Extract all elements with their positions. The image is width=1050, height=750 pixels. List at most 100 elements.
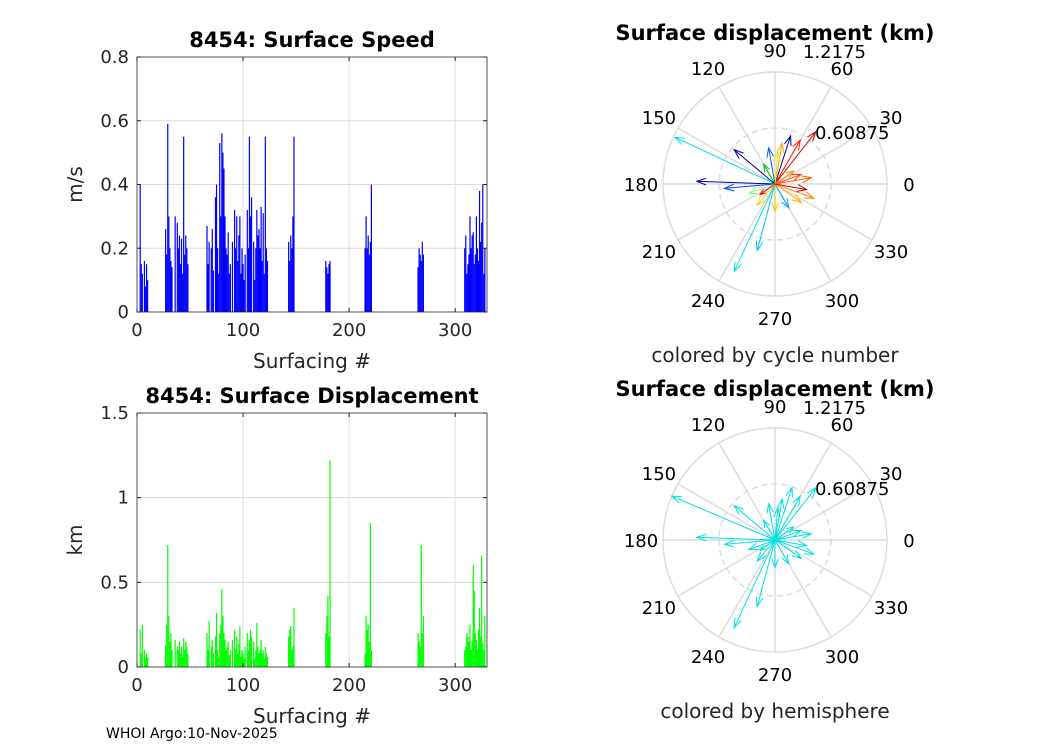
speed-bar <box>259 248 261 312</box>
displacement-bar <box>481 555 483 667</box>
speed-bar <box>366 248 368 312</box>
speed-bar <box>237 261 239 312</box>
displacement-bar <box>476 650 479 667</box>
displacement-bar <box>266 656 269 667</box>
polar_hemisphere-angle-label: 180 <box>624 531 658 552</box>
speed-bar <box>288 241 290 312</box>
displacement-bar <box>144 658 147 667</box>
polar_hemisphere-arrow <box>774 533 812 541</box>
displacement-bar <box>223 633 225 667</box>
displacement-bar <box>475 639 477 667</box>
displacement-bar <box>140 653 142 667</box>
polar_cycle-angle-label: 210 <box>642 242 676 263</box>
speed-bar <box>368 254 370 312</box>
speed-bar <box>421 241 423 312</box>
displacement-bar <box>227 641 229 667</box>
speed-bar <box>289 261 291 312</box>
displacement-bar <box>228 655 230 667</box>
displacement-bar <box>246 633 248 667</box>
polar_hemisphere-arrow-head <box>781 554 790 566</box>
polar_cycle-arrow-head <box>762 162 770 173</box>
displacement-bar <box>226 646 228 667</box>
displacement-bar <box>366 629 368 667</box>
speed-bar <box>224 216 226 312</box>
speed-bar <box>242 264 244 312</box>
speed-bar <box>261 261 263 312</box>
displacement-xtick-label: 300 <box>438 675 472 696</box>
speed-bar <box>166 254 168 312</box>
speed-bar <box>243 280 245 312</box>
polar_cycle-angle-label: 30 <box>880 108 903 129</box>
speed-bar <box>182 273 184 312</box>
speed-bar <box>225 248 227 312</box>
speed-ytick-label: 0.2 <box>100 238 129 259</box>
polar_cycle-arrow-head <box>755 240 764 253</box>
displacement-bar <box>472 565 474 667</box>
displacement-bar <box>265 653 267 667</box>
polar_hemisphere-arrow <box>733 539 776 628</box>
speed-bar <box>369 241 371 312</box>
polar_hemisphere-arrow-head <box>756 551 766 563</box>
displacement-bar <box>210 646 212 667</box>
speed-bar <box>233 210 236 312</box>
speed-bar <box>178 235 181 312</box>
displacement-bar <box>468 641 470 667</box>
displacement-bar <box>259 650 261 667</box>
displacement-bar <box>369 523 371 667</box>
polar_cycle-rtick-label: 0.60875 <box>815 123 889 144</box>
speed-chart: 0 0.2 0.4 0.6 0.8 0 100 200 300 8454: Surface Spe… <box>63 28 488 373</box>
speed-bar <box>226 254 228 312</box>
speed-bar <box>472 232 474 312</box>
polar_hemisphere-spoke <box>677 539 776 597</box>
speed-bar <box>464 248 466 312</box>
polar_hemisphere-arrow <box>768 503 776 541</box>
displacement-bar <box>168 616 170 667</box>
displacement-bar <box>185 641 187 667</box>
speed-bar <box>206 225 208 312</box>
polar_cycle-arrow-head <box>781 198 790 210</box>
polar_cycle-arrow <box>748 183 776 194</box>
polar_hemisphere-angle-label: 120 <box>691 415 725 436</box>
speed-bar <box>293 136 295 312</box>
displacement-bar <box>291 650 293 667</box>
polar_hemisphere-arrow-head <box>762 518 770 529</box>
polar_hemisphere-arrow-head <box>773 506 781 518</box>
displacement-bar <box>260 639 262 667</box>
displacement-bar <box>224 639 226 667</box>
speed-bar <box>174 216 176 312</box>
displacement-bar <box>211 639 213 667</box>
speed-bar <box>214 197 217 312</box>
displacement-bar <box>290 626 292 667</box>
polar_hemisphere-angle-label: 270 <box>758 665 792 686</box>
displacement-bar <box>328 636 330 667</box>
displacement-bar <box>480 636 482 667</box>
displacement-bar <box>368 641 370 667</box>
polar_cycle-arrow-head <box>747 186 759 194</box>
speed-bar <box>218 273 220 312</box>
displacement-bar <box>208 621 210 667</box>
polar_hemisphere-angle-label: 300 <box>825 647 859 668</box>
speed-bar <box>419 254 421 312</box>
displacement-bar <box>143 650 146 667</box>
displacement-bar <box>365 616 367 667</box>
displacement-bar <box>179 653 182 667</box>
polar_cycle-arrow-head <box>733 148 744 159</box>
displacement-ytick-label: 0.5 <box>100 572 129 593</box>
displacement-bar <box>178 641 181 667</box>
polar_cycle-angle-label: 150 <box>642 108 676 129</box>
speed-bar <box>473 264 475 312</box>
speed-bar <box>185 235 187 312</box>
displacement-bar <box>484 616 486 667</box>
speed-bar <box>250 197 253 312</box>
speed-bar <box>476 248 479 312</box>
displacement-bar <box>239 626 241 667</box>
polar_cycle-angle-label: 0 <box>903 175 914 196</box>
displacement-bar <box>174 639 176 667</box>
displacement-xtick-label: 0 <box>131 675 142 696</box>
displacement-ytick-label: 1.5 <box>100 403 129 424</box>
polar_cycle-arrow-head <box>695 177 707 186</box>
polar_cycle-arrow <box>696 180 776 185</box>
displacement-bar <box>329 460 331 667</box>
polar_hemisphere-rtick-label: 0.60875 <box>815 479 889 500</box>
displacement-bar <box>233 629 236 667</box>
